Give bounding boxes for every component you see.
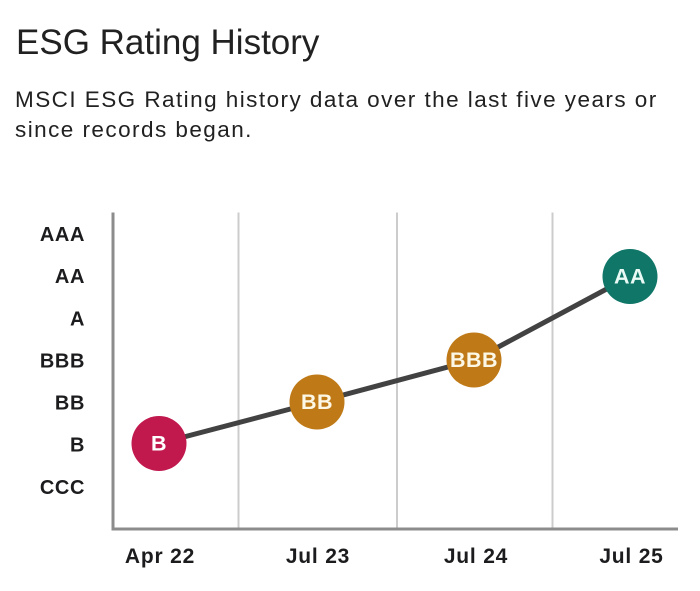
- svg-text:AAA: AAA: [40, 224, 85, 246]
- svg-text:Jul 24: Jul 24: [444, 545, 508, 568]
- svg-text:Jul 25: Jul 25: [599, 545, 663, 568]
- svg-text:B: B: [151, 432, 167, 456]
- svg-text:Jul 23: Jul 23: [286, 545, 350, 568]
- svg-text:AA: AA: [55, 266, 85, 288]
- svg-text:CCC: CCC: [40, 477, 85, 499]
- svg-text:B: B: [70, 435, 85, 457]
- svg-text:BB: BB: [301, 390, 333, 414]
- svg-text:AA: AA: [614, 265, 646, 289]
- svg-text:A: A: [70, 308, 85, 330]
- svg-text:BB: BB: [55, 393, 85, 415]
- svg-text:BBB: BBB: [450, 348, 498, 372]
- svg-text:Apr 22: Apr 22: [125, 545, 195, 568]
- svg-text:BBB: BBB: [40, 350, 85, 372]
